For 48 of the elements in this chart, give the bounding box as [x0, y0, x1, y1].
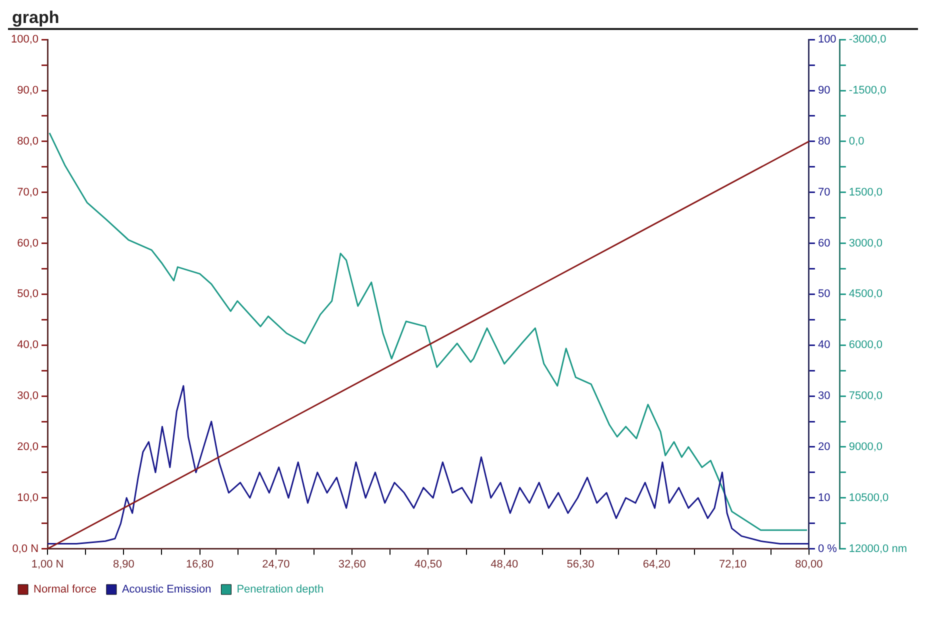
y-tick-label: 40,0 — [17, 339, 39, 352]
x-tick-label: 1,00 N — [31, 558, 64, 570]
y-tick-label: 80,0 — [17, 135, 39, 148]
y-tick-label: 10,0 — [17, 492, 39, 504]
y3-tick-label: 9000,0 — [848, 440, 883, 453]
y2-tick-label: 90 — [818, 84, 830, 97]
y2-tick-label: 0 % — [818, 542, 838, 555]
y-tick-label: 20,0 — [17, 440, 39, 453]
y2-tick-label: 70 — [818, 186, 830, 198]
y3-tick-label: -1500,0 — [848, 84, 886, 97]
x-tick-label: 48,40 — [490, 558, 518, 570]
x-tick-label: 32,60 — [338, 558, 366, 570]
y2-tick-label: 30 — [818, 390, 830, 402]
x-tick-label: 56,30 — [566, 558, 594, 570]
x-tick-label: 16,80 — [186, 558, 214, 570]
y3-tick-label: 6000,0 — [848, 339, 883, 352]
y-tick-label: 90,0 — [17, 84, 39, 97]
y3-tick-label: 1500,0 — [848, 186, 883, 198]
y-tick-label: 30,0 — [17, 390, 39, 402]
y-tick-label: 50,0 — [17, 288, 39, 300]
x-tick-label: 40,50 — [414, 558, 442, 570]
x-tick-label: 64,20 — [642, 558, 670, 570]
x-tick-label: 8,90 — [112, 558, 134, 570]
x-tick-label: 80,00 — [795, 558, 823, 570]
y2-tick-label: 20 — [818, 440, 830, 453]
legend-label: Penetration depth — [236, 584, 324, 596]
y-tick-label: 70,0 — [17, 186, 39, 198]
legend-label: Normal force — [34, 584, 96, 596]
y3-tick-label: 3000,0 — [848, 237, 883, 250]
y3-tick-label: 12000,0 nm — [848, 542, 908, 555]
y3-tick-label: 0,0 — [848, 135, 864, 148]
y2-tick-label: 50 — [818, 288, 830, 300]
y2-tick-label: 40 — [818, 339, 830, 352]
x-tick-label: 72,10 — [719, 558, 747, 570]
x-tick-label: 24,70 — [262, 558, 290, 570]
y3-tick-label: 7500,0 — [848, 390, 883, 402]
y2-tick-label: 10 — [818, 492, 830, 504]
y3-tick-label: 10500,0 — [848, 492, 889, 504]
chart-title: graph — [8, 8, 918, 30]
y2-tick-label: 80 — [818, 135, 830, 148]
y-tick-label: 60,0 — [17, 237, 39, 250]
y-tick-label: 0,0 N — [12, 542, 39, 555]
y2-tick-label: 100 — [818, 34, 836, 46]
y3-tick-label: -3000,0 — [848, 34, 886, 46]
y3-tick-label: 4500,0 — [848, 288, 883, 300]
y2-tick-label: 60 — [818, 237, 830, 250]
legend-label: Acoustic Emission — [122, 584, 212, 596]
y-tick-label: 100,0 — [10, 34, 39, 46]
